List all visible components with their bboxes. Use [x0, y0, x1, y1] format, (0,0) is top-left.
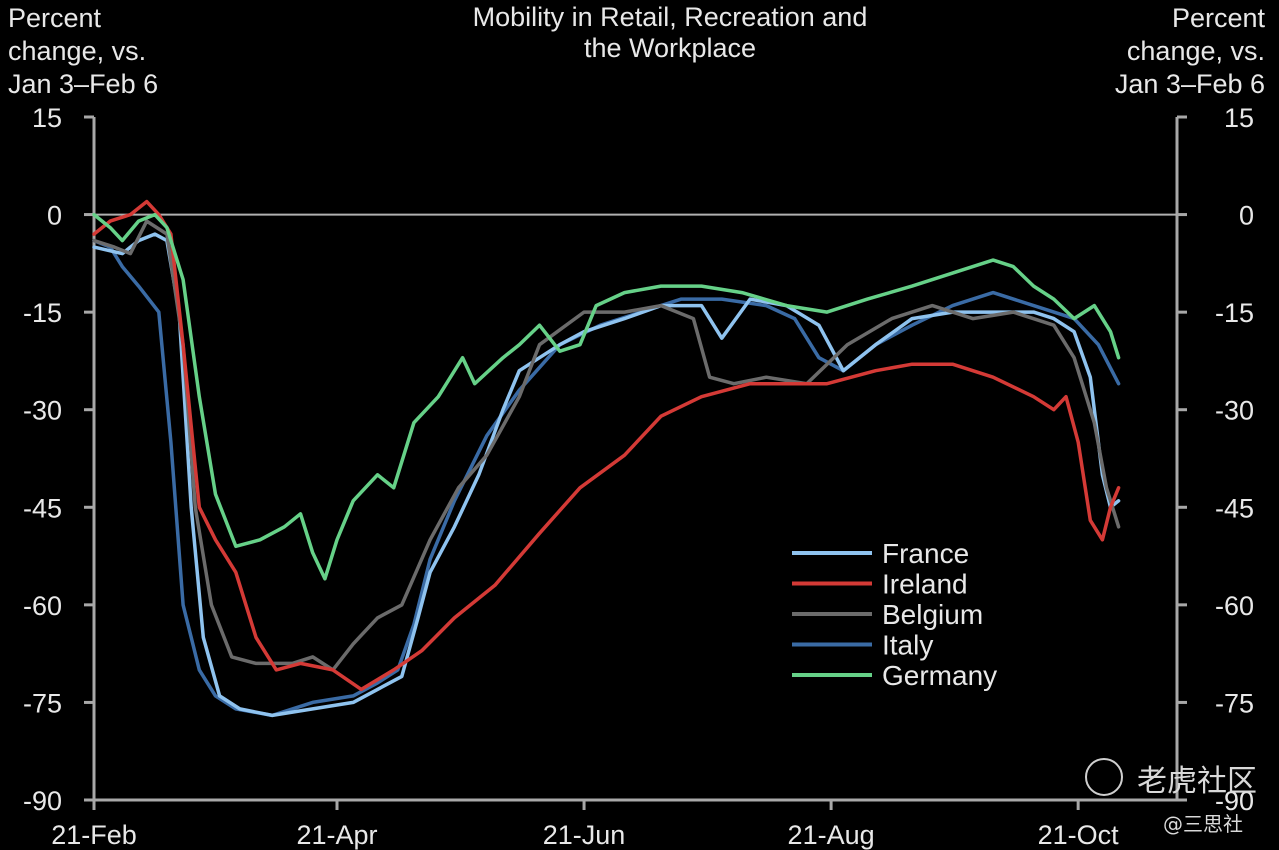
left-axis-label-line-1: Percent	[8, 3, 102, 33]
tiger-logo-icon	[1085, 758, 1123, 796]
series-line-ireland	[92, 199, 1121, 692]
left-axis-label-line-3: Jan 3–Feb 6	[8, 69, 159, 99]
y-tick-label-right: -60	[1215, 591, 1254, 621]
watermark-text: 老虎社区	[1137, 764, 1257, 799]
y-tick-label-right: -90	[1215, 786, 1254, 816]
legend-label-ireland: Ireland	[882, 569, 968, 600]
right-axis-label-line-3: Jan 3–Feb 6	[1114, 69, 1265, 99]
chart-title: Mobility in Retail, Recreation and the W…	[330, 2, 1010, 64]
x-tick-label: 21-Aug	[788, 820, 875, 850]
y-tick-label-right: -45	[1215, 493, 1254, 523]
y-tick-label-right: -15	[1215, 298, 1254, 328]
watermark-sub: @三思社	[1163, 812, 1243, 836]
y-tick-label-right: 15	[1224, 103, 1254, 133]
legend-label-belgium: Belgium	[882, 599, 983, 630]
chart-title-line-1: Mobility in Retail, Recreation and	[472, 2, 868, 32]
series-line-italy	[92, 238, 1121, 718]
y-tick-label-left: -90	[23, 786, 62, 816]
right-axis-label: Percent change, vs. Jan 3–Feb 6	[1115, 2, 1265, 101]
x-tick-label: 21-Oct	[1038, 820, 1120, 850]
legend-label-germany: Germany	[882, 660, 997, 691]
y-tick-label-left: -60	[23, 591, 62, 621]
legend-label-france: France	[882, 538, 969, 569]
x-tick-label: 21-Apr	[296, 820, 377, 850]
left-axis-label-line-2: change, vs.	[8, 36, 147, 66]
y-tick-label-left: -45	[23, 493, 62, 523]
series-line-belgium	[92, 219, 1121, 672]
y-tick-label-left: -15	[23, 298, 62, 328]
right-axis-label-line-1: Percent	[1171, 3, 1265, 33]
x-tick-label: 21-Jun	[543, 820, 626, 850]
legend-label-italy: Italy	[882, 630, 933, 661]
y-tick-label-left: -30	[23, 396, 62, 426]
y-tick-label-left: 15	[32, 103, 62, 133]
x-tick-label: 21-Feb	[51, 820, 137, 850]
y-tick-label-right: -75	[1215, 688, 1254, 718]
watermark: 老虎社区	[1085, 756, 1257, 800]
y-tick-label-right: -30	[1215, 396, 1254, 426]
series-line-germany	[92, 212, 1121, 581]
y-tick-label-left: 0	[47, 201, 62, 231]
y-tick-label-left: -75	[23, 688, 62, 718]
right-axis-label-line-2: change, vs.	[1126, 36, 1265, 66]
y-tick-label-right: 0	[1239, 201, 1254, 231]
series-line-france	[92, 232, 1121, 718]
left-axis-label: Percent change, vs. Jan 3–Feb 6	[8, 2, 158, 101]
chart-title-line-2: the Workplace	[583, 33, 757, 63]
